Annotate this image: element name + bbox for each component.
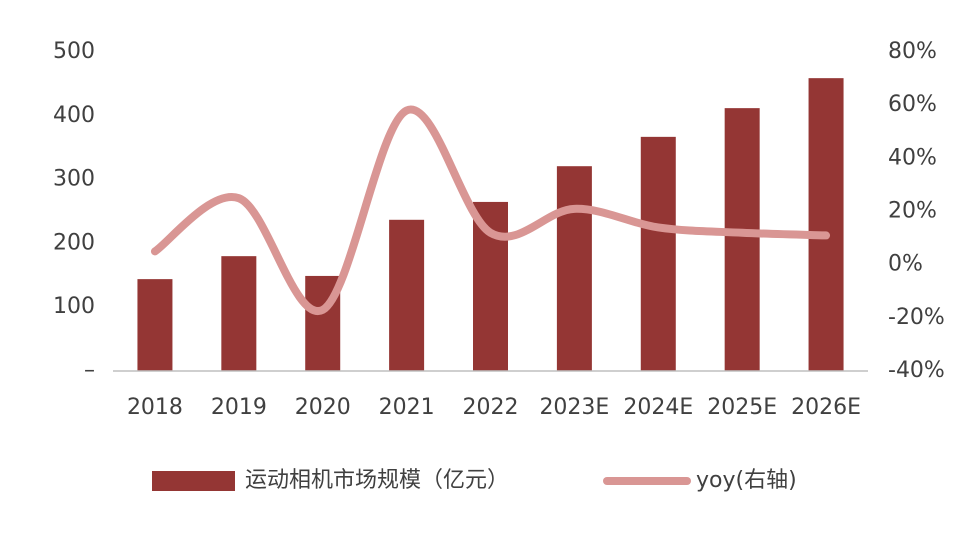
legend-label: yoy(右轴) [696, 468, 797, 493]
y-tick-label: 200 [53, 230, 95, 255]
y2-tick-label: 60% [888, 92, 937, 117]
x-tick-label: 2022 [463, 395, 519, 420]
y2-tick-label: 80% [888, 39, 937, 64]
y-tick-label: – [84, 358, 95, 383]
x-tick-label: 2020 [295, 395, 351, 420]
y2-tick-label: 40% [888, 145, 937, 170]
line [150, 105, 831, 315]
y-tick-label: 300 [53, 167, 95, 192]
bar [640, 136, 676, 371]
x-tick-label: 2024E [623, 395, 693, 420]
x-tick-label: 2026E [791, 395, 861, 420]
y-tick-label: 400 [53, 103, 95, 128]
y2-tick-label: 20% [888, 199, 937, 224]
x-tick-label: 2019 [211, 395, 267, 420]
bar [808, 78, 844, 372]
bar [473, 201, 508, 371]
bar [389, 219, 425, 371]
x-tick-label: 2018 [127, 395, 183, 420]
x-tick-label: 2023E [539, 395, 609, 420]
bar [724, 108, 760, 372]
y2-tick-label: -40% [888, 358, 945, 383]
bar [221, 256, 257, 371]
x-tick-label: 2021 [379, 395, 435, 420]
y2-tick-label: 0% [888, 252, 923, 277]
bar [556, 166, 592, 371]
legend-swatch [152, 471, 235, 491]
y2-tick-label: -20% [888, 305, 945, 330]
y-tick-label: 500 [53, 39, 95, 64]
y-tick-label: 100 [53, 294, 95, 319]
bar [137, 279, 173, 371]
x-tick-label: 2025E [707, 395, 777, 420]
legend-label: 运动相机市场规模（亿元） [245, 468, 509, 493]
